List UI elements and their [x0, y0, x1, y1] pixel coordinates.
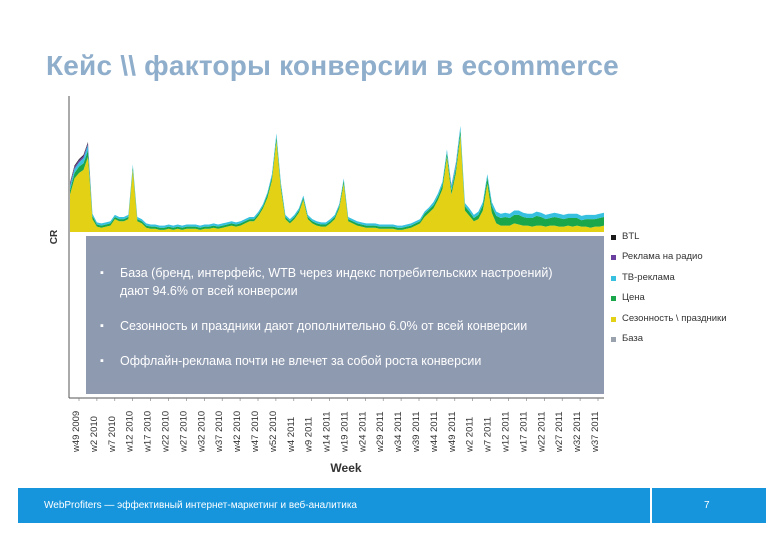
x-tick-label: w7 2010: [107, 416, 118, 453]
series-area-1: [70, 130, 604, 230]
x-tick-label: w17 2010: [143, 411, 154, 453]
insight-bullet-2: Сезонность и праздники дают дополнительн…: [100, 317, 580, 335]
x-tick-label: w34 2011: [393, 412, 404, 454]
x-tick-label: w12 2011: [501, 412, 512, 454]
x-tick-label: w39 2011: [411, 412, 422, 454]
x-tick-label: w22 2011: [536, 412, 547, 454]
footer-bar: WebProfiters — эффективный интернет-марк…: [18, 488, 766, 523]
x-tick-label: w29 2011: [375, 412, 386, 454]
x-tick-label: w27 2010: [178, 411, 189, 453]
x-tick-label: w42 2010: [232, 411, 243, 453]
x-tick-label: w27 2011: [554, 412, 565, 454]
x-tick-label: w32 2011: [572, 412, 583, 454]
legend-swatch: [611, 336, 616, 342]
insight-bullet-1: База (бренд, интерфейс, WTB через индекс…: [100, 264, 580, 300]
x-tick-label: w12 2010: [125, 411, 136, 453]
series-area-0: [70, 135, 604, 232]
x-tick-label: w37 2010: [214, 411, 225, 453]
x-tick-label: w4 2011: [286, 417, 297, 453]
x-tick-label: w14 2011: [322, 412, 333, 454]
legend-label: Реклама на радио: [622, 251, 703, 263]
x-tick-label: w9 2011: [304, 417, 315, 453]
footer-divider: [650, 488, 652, 523]
legend-swatch: [611, 255, 616, 261]
slide-title: Кейс \\ факторы конверсии в ecommerce: [46, 50, 619, 81]
footer-text: WebProfiters — эффективный интернет-марк…: [44, 500, 357, 511]
x-tick-label: w7 2011: [483, 417, 494, 453]
legend-swatch: [611, 275, 616, 281]
series-area-2: [70, 125, 604, 228]
x-tick-label: w2 2011: [465, 417, 476, 453]
legend-label: Цена: [622, 292, 645, 304]
x-tick-label: w17 2011: [518, 412, 529, 454]
insights-panel: База (бренд, интерфейс, WTB через индекс…: [86, 236, 604, 394]
x-tick-label: w49 2009: [71, 411, 82, 453]
x-tick-label: w37 2011: [590, 412, 601, 454]
legend-label: База: [622, 332, 644, 344]
legend-swatch: [611, 235, 616, 240]
y-axis-label: CR: [49, 229, 60, 244]
legend-label: BTL: [622, 231, 640, 242]
axis-layer: [68, 96, 604, 401]
area-layer: [70, 125, 604, 232]
x-tick-label: w32 2010: [196, 411, 207, 453]
legend-label: Сезонность \ праздники: [622, 312, 727, 324]
legend-swatch: [611, 316, 616, 322]
x-axis-label: Week: [330, 461, 361, 475]
x-tick-label: w19 2011: [339, 412, 350, 454]
legend-swatch: [611, 296, 616, 302]
x-tick-label: w2 2010: [89, 416, 100, 453]
tick-labels: w49 2009 w2 2010 w7 2010 w12 2010 w17 2010 w2…: [71, 411, 601, 453]
x-tick-label: w52 2010: [268, 411, 279, 453]
x-tick-label: w49 2011: [447, 412, 458, 454]
insight-bullet-3: Оффлайн-реклама почти не влечет за собой…: [100, 352, 580, 370]
legend-label: ТВ-реклама: [622, 271, 675, 283]
x-tick-label: w47 2010: [250, 411, 261, 453]
x-tick-label: w22 2010: [161, 411, 172, 453]
x-tick-label: w24 2011: [357, 412, 368, 454]
x-tick-label: w44 2011: [429, 412, 440, 454]
page-number: 7: [704, 500, 710, 511]
